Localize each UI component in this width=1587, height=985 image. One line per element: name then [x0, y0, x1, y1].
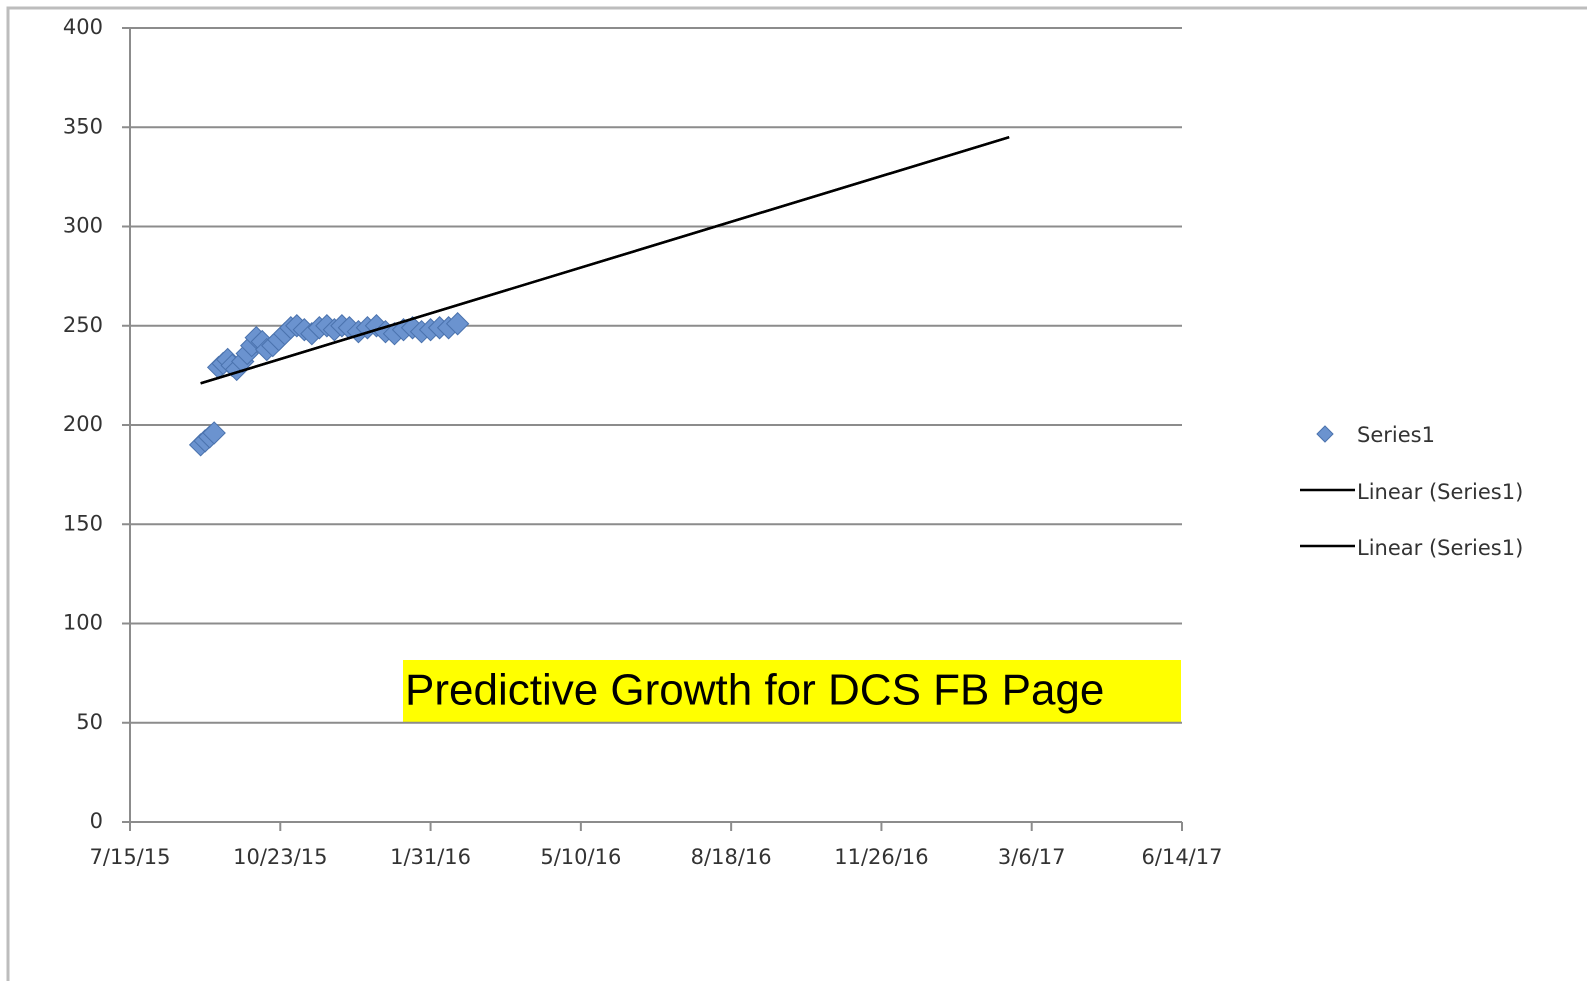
y-tick-label: 150: [63, 511, 103, 535]
legend-marker: [1316, 425, 1334, 443]
y-tick-label: 350: [63, 114, 103, 138]
chart-frame: [6, 6, 1587, 985]
x-tick-label: 3/6/17: [998, 845, 1066, 869]
y-tick-label: 0: [90, 809, 103, 833]
x-tick-label: 1/31/16: [390, 845, 471, 869]
y-tick-label: 100: [63, 611, 103, 635]
y-tick-label: 400: [63, 15, 103, 39]
x-tick-label: 8/18/16: [691, 845, 772, 869]
legend-label: Series1: [1357, 423, 1435, 447]
x-tick-label: 7/15/15: [90, 845, 171, 869]
legend-label: Linear (Series1): [1357, 536, 1523, 560]
x-tick-label: 5/10/16: [540, 845, 621, 869]
x-tick-label: 6/14/17: [1142, 845, 1223, 869]
x-tick-label: 11/26/16: [834, 845, 928, 869]
annotation: Predictive Growth for DCS FB Page: [405, 666, 1104, 715]
annotation-highlight: [403, 660, 1181, 722]
y-tick-label: 200: [63, 412, 103, 436]
y-tick-label: 300: [63, 214, 103, 238]
legend-label: Linear (Series1): [1357, 480, 1523, 504]
data-point: [445, 312, 470, 336]
trend-line: [200, 135, 1010, 385]
data-point: [202, 421, 226, 445]
y-tick-label: 250: [63, 313, 103, 337]
y-tick-label: 50: [76, 710, 103, 734]
x-tick-label: 10/23/15: [233, 845, 327, 869]
